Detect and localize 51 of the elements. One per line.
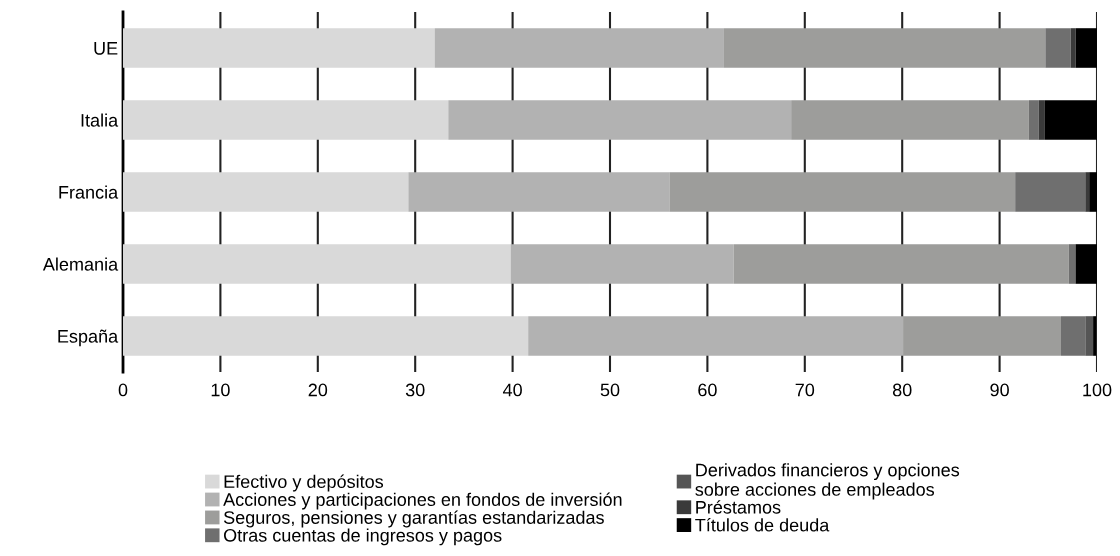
y-tick-label: Francia: [59, 185, 119, 199]
bar: [1015, 172, 1086, 212]
bar: [733, 244, 1069, 284]
bar: [1085, 316, 1094, 356]
legend-label: Acciones y participaciones en fondos de inversión: [223, 492, 622, 510]
bar: [1070, 28, 1076, 68]
legend-label: Seguros, pensiones y garantías estandarizadas: [223, 510, 604, 528]
bar: [1060, 316, 1086, 356]
y-tick-label: UE: [94, 42, 118, 55]
bar: [510, 244, 734, 284]
bar: [903, 316, 1061, 356]
legend-label: Títulos de deuda: [695, 518, 830, 532]
x-tick-label: 30: [405, 383, 425, 397]
bar: [123, 244, 511, 284]
bar: [1093, 316, 1097, 356]
legend-label: Derivados financieros y opciones sobre acciones de empleados: [695, 463, 960, 500]
bar: [528, 316, 904, 356]
bar: [123, 28, 435, 68]
x-tick-label: 100: [1083, 383, 1112, 397]
bar: [408, 172, 670, 212]
bar: [791, 100, 1029, 140]
x-tick-label: 50: [600, 383, 620, 397]
y-tick-label: Italia: [81, 113, 119, 127]
x-tick-label: 80: [892, 383, 912, 397]
x-tick-label: 90: [990, 383, 1009, 397]
legend-label: Préstamos: [696, 500, 781, 514]
bar: [1085, 172, 1090, 212]
x-tick-label: 40: [502, 383, 522, 397]
bar: [448, 100, 792, 140]
x-tick-label: 60: [698, 383, 717, 397]
bar: [1089, 172, 1097, 212]
bar: [1075, 244, 1097, 284]
legend-label: Efectivo y depósitos: [224, 474, 384, 492]
y-tick-label: Alemania: [42, 257, 119, 271]
x-tick-label: 70: [795, 383, 815, 397]
bar: [123, 316, 529, 356]
bar: [1028, 100, 1039, 140]
bar: [1068, 244, 1076, 284]
bar: [669, 172, 1016, 212]
bar: [1075, 28, 1097, 68]
bar: [123, 172, 409, 212]
x-tick-label: 20: [308, 383, 328, 397]
bar: [723, 28, 1046, 68]
bar: [1044, 100, 1097, 140]
x-tick-label: 0: [118, 383, 128, 397]
bar: [1045, 28, 1071, 68]
legend-label: Otras cuentas de ingresos y pagos: [223, 528, 502, 546]
y-tick-label: España: [58, 329, 119, 347]
bar: [123, 100, 449, 140]
bar: [434, 28, 724, 68]
x-tick-label: 10: [211, 383, 230, 397]
